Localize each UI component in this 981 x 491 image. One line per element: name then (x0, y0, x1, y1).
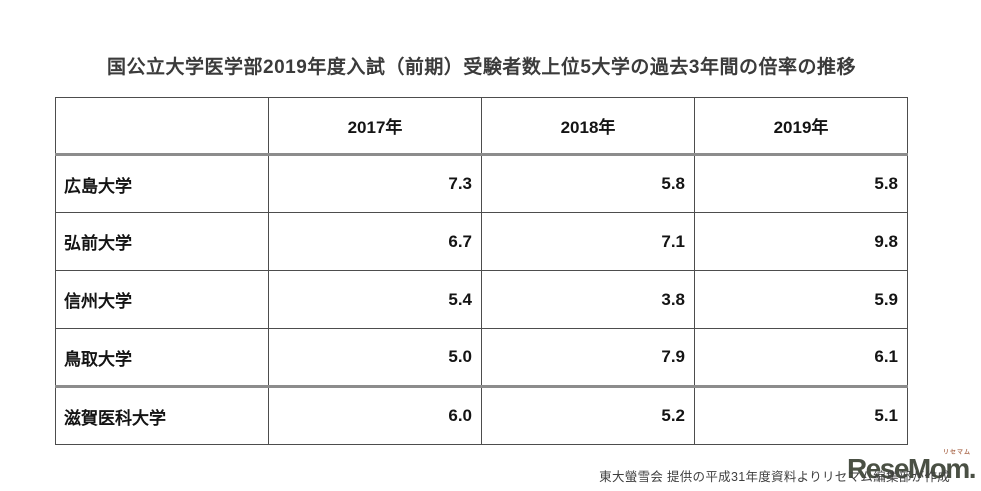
table-row-tottori: 鳥取大学 5.0 7.9 6.1 (55, 328, 908, 388)
rate-cell: 5.4 (268, 270, 482, 329)
year-header-2019: 2019年 (694, 97, 908, 156)
university-name-cell: 鳥取大学 (55, 328, 269, 388)
table-row-shiga-medical: 滋賀医科大学 6.0 5.2 5.1 (55, 386, 908, 445)
rate-cell: 7.1 (481, 212, 695, 271)
rate-cell: 6.7 (268, 212, 482, 271)
university-name-cell: 広島大学 (55, 154, 269, 213)
rate-cell: 7.9 (481, 328, 695, 388)
rate-cell: 3.8 (481, 270, 695, 329)
table-row-shinshu: 信州大学 5.4 3.8 5.9 (55, 270, 908, 329)
rate-cell: 5.8 (481, 154, 695, 213)
resemom-logo: リセマム ReseMom. (846, 450, 977, 484)
table-row-hiroshima: 広島大学 7.3 5.8 5.8 (55, 154, 908, 213)
university-name-cell: 信州大学 (55, 270, 269, 329)
rate-cell: 5.2 (481, 386, 695, 445)
university-name-cell: 弘前大学 (55, 212, 269, 271)
rate-cell: 7.3 (268, 154, 482, 213)
resemom-logo-ruby: リセマム (942, 450, 971, 456)
source-credit: 東大螢雪会 提供の平成31年度資料よりリセマム編集部が作成 (599, 470, 950, 484)
rate-cell: 6.0 (268, 386, 482, 445)
year-header-2017: 2017年 (268, 97, 482, 156)
rate-cell: 5.9 (694, 270, 908, 329)
university-name-cell: 滋賀医科大学 (55, 386, 269, 445)
rate-cell: 5.1 (694, 386, 908, 445)
rate-cell: 5.8 (694, 154, 908, 213)
rate-cell: 9.8 (694, 212, 908, 271)
ratio-table: 2017年 2018年 2019年 広島大学 7.3 5.8 5.8 弘前大学 … (55, 97, 908, 445)
rate-cell: 6.1 (694, 328, 908, 388)
table-header: 2017年 2018年 2019年 (55, 97, 908, 156)
table-row-hirosaki: 弘前大学 6.7 7.1 9.8 (55, 212, 908, 271)
corner-cell (55, 97, 269, 156)
header-row: 2017年 2018年 2019年 (55, 97, 908, 156)
rate-cell: 5.0 (268, 328, 482, 388)
year-header-2018: 2018年 (481, 97, 695, 156)
table-body: 広島大学 7.3 5.8 5.8 弘前大学 6.7 7.1 9.8 信州大学 5… (55, 154, 908, 445)
resemom-logo-wordmark: ReseMom. (846, 453, 977, 484)
page-title: 国公立大学医学部2019年度入試（前期）受験者数上位5大学の過去3年間の倍率の推… (107, 57, 856, 78)
